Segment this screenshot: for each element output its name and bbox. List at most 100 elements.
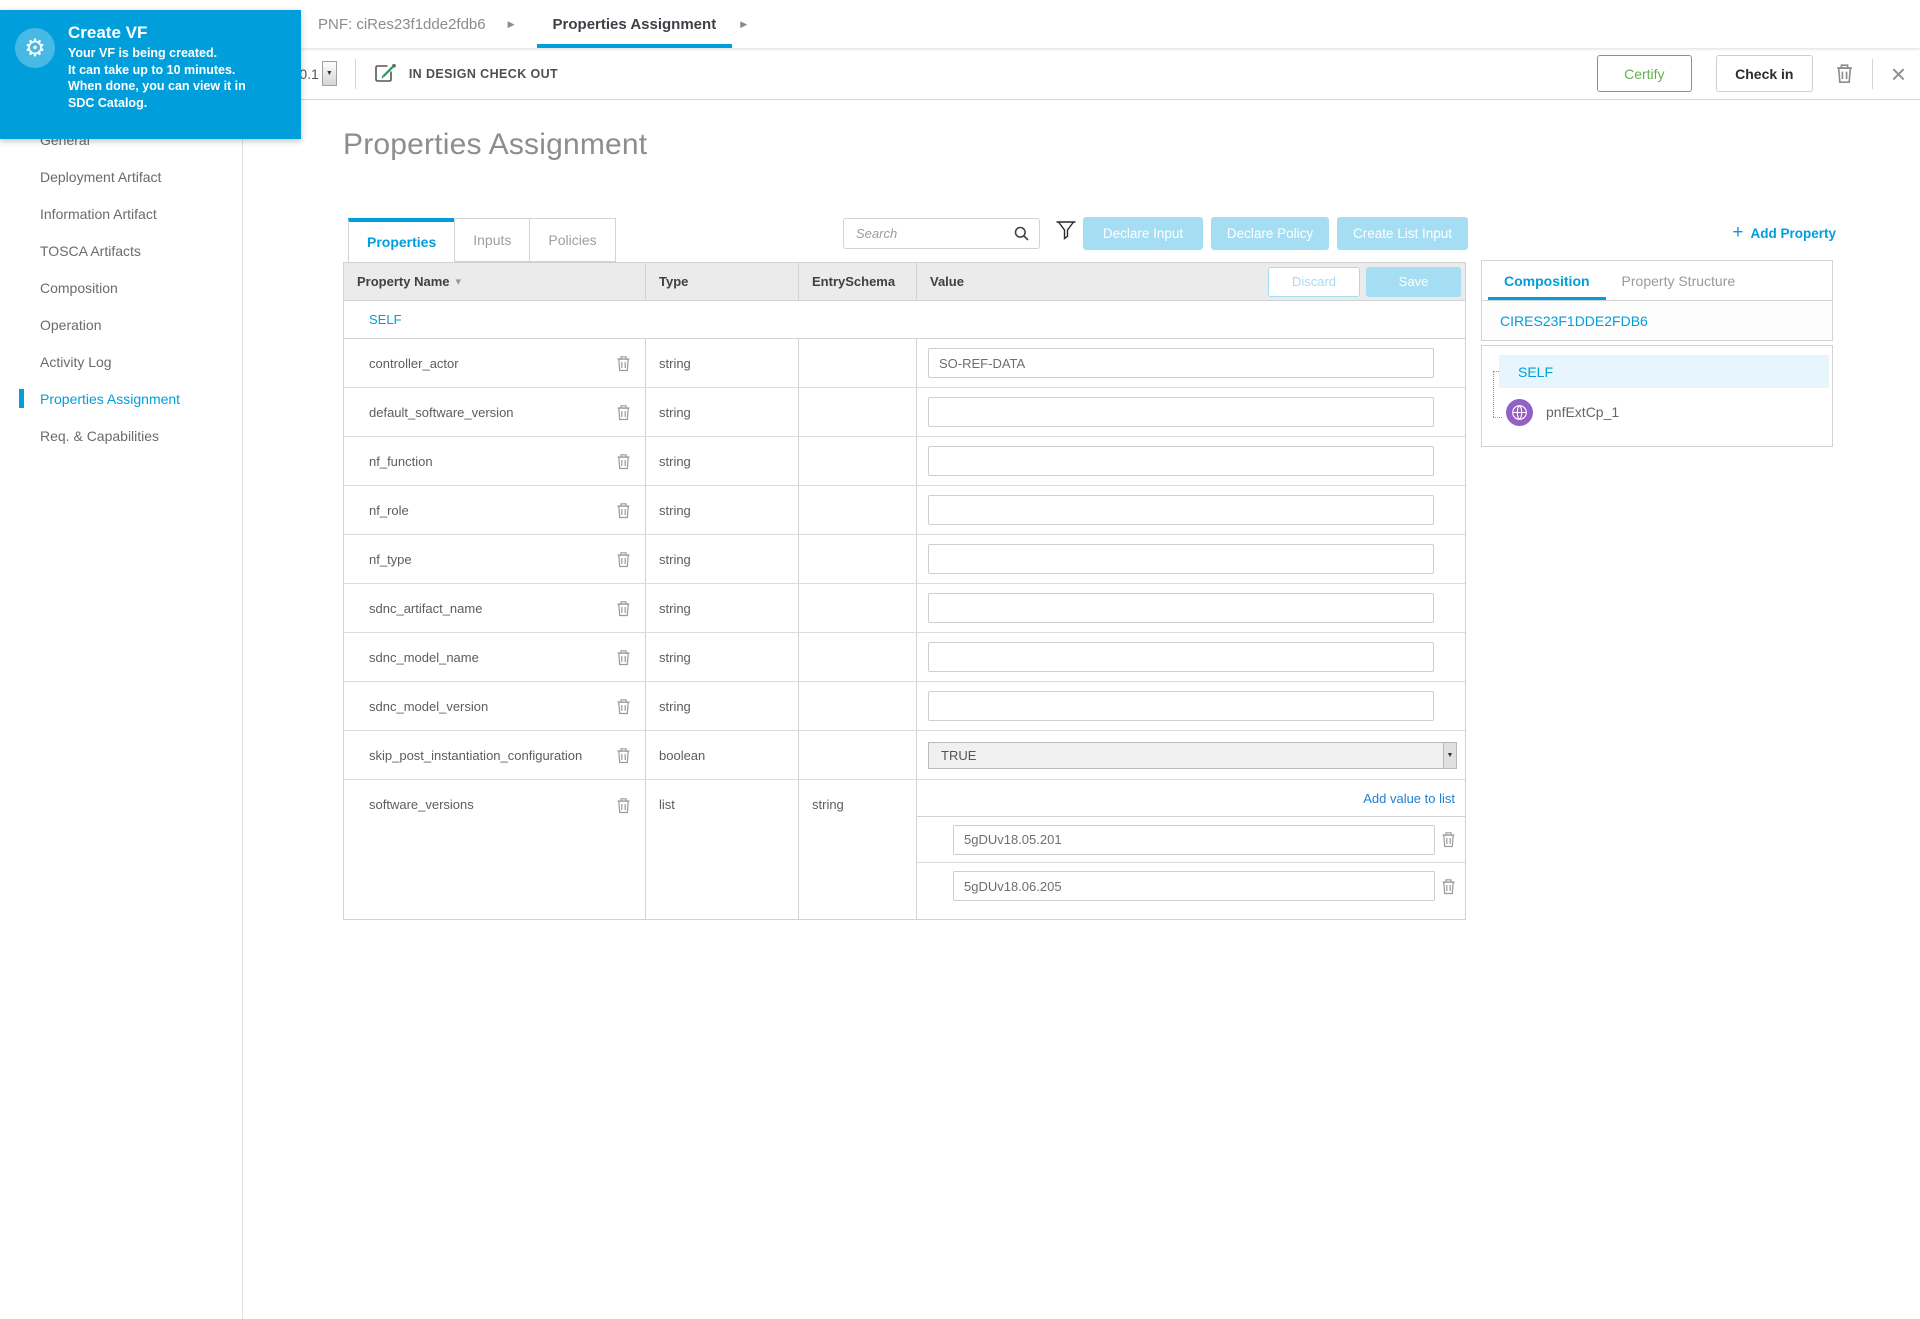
composition-panel-tabs: Composition Property Structure [1481, 260, 1833, 301]
property-name: skip_post_instantiation_configuration [369, 747, 583, 763]
filter-icon[interactable] [1055, 220, 1077, 241]
create-list-input-button[interactable]: Create List Input [1337, 217, 1468, 250]
property-value-cell [917, 682, 1465, 730]
list-value-item [917, 863, 1465, 909]
declare-input-button[interactable]: Declare Input [1083, 217, 1203, 250]
header-property-name[interactable]: Property Name ▾ [344, 263, 646, 300]
tab-property-structure[interactable]: Property Structure [1621, 272, 1736, 289]
delete-resource-trash-icon[interactable] [1835, 63, 1854, 84]
table-row: sdnc_model_name string [344, 633, 1465, 682]
breadcrumb-item-properties-assignment[interactable]: Properties Assignment [536, 0, 733, 48]
property-value-cell [917, 535, 1465, 583]
property-name: sdnc_model_name [369, 649, 479, 665]
property-name-cell: software_versions [344, 780, 646, 919]
tab-inputs[interactable]: Inputs [454, 218, 531, 262]
property-value-input[interactable] [928, 495, 1434, 525]
table-row: sdnc_artifact_name string [344, 584, 1465, 633]
trash-icon[interactable] [616, 453, 631, 470]
discard-button[interactable]: Discard [1268, 266, 1360, 297]
tab-policies[interactable]: Policies [529, 218, 616, 262]
trash-icon[interactable] [616, 600, 631, 617]
property-value-cell [917, 388, 1465, 436]
boolean-value-select[interactable]: TRUE ▼ [928, 741, 1457, 769]
trash-icon[interactable] [616, 355, 631, 372]
self-group-row[interactable]: SELF [344, 301, 1465, 339]
toast-text-line: When done, you can view it in [68, 79, 246, 93]
certify-button[interactable]: Certify [1596, 55, 1692, 92]
list-value-input[interactable] [953, 871, 1435, 901]
property-value-input[interactable] [928, 397, 1434, 427]
breadcrumb-arrow-icon: ▶ [740, 18, 748, 29]
active-item-indicator [19, 389, 24, 408]
list-value-item [917, 817, 1465, 863]
property-entryschema-cell [799, 682, 917, 730]
toast-title: Create VF [68, 23, 148, 42]
declare-policy-button[interactable]: Declare Policy [1211, 217, 1329, 250]
property-list-value-cell: Add value to list [917, 780, 1465, 919]
property-name: software_versions [369, 797, 474, 812]
property-value-input[interactable] [928, 691, 1434, 721]
property-value-input[interactable] [928, 348, 1434, 378]
trash-icon[interactable] [1441, 878, 1456, 895]
property-value-input[interactable] [928, 642, 1434, 672]
trash-icon[interactable] [616, 649, 631, 666]
sidebar-item-activity-log[interactable]: Activity Log [0, 343, 242, 380]
tree-node-self[interactable]: SELF [1499, 355, 1829, 388]
tree-node-pnfextcp[interactable]: pnfExtCp_1 [1499, 388, 1832, 436]
save-button[interactable]: Save [1366, 266, 1461, 297]
trash-icon[interactable] [616, 698, 631, 715]
property-value-cell [917, 633, 1465, 681]
version-select[interactable]: ▼ [321, 61, 337, 86]
property-value-input[interactable] [928, 544, 1434, 574]
trash-icon[interactable] [616, 747, 631, 764]
table-row: controller_actor string [344, 339, 1465, 388]
property-name: nf_role [369, 502, 409, 518]
sidebar-item-composition[interactable]: Composition [0, 269, 242, 306]
property-type-cell: string [646, 682, 799, 730]
add-property-label: Add Property [1750, 225, 1836, 241]
property-value-input[interactable] [928, 446, 1434, 476]
add-property-button[interactable]: + Add Property [1732, 223, 1836, 242]
tree-connector [1493, 417, 1502, 418]
add-value-to-list-link[interactable]: Add value to list [1363, 790, 1455, 806]
sidebar-item-req-capabilities[interactable]: Req. & Capabilities [0, 417, 242, 454]
sidebar-item-deployment-artifact[interactable]: Deployment Artifact [0, 158, 242, 195]
search-icon[interactable] [1014, 226, 1029, 241]
active-tab-underline [536, 44, 733, 48]
add-value-row: Add value to list [917, 780, 1465, 817]
sidebar-item-operation[interactable]: Operation [0, 306, 242, 343]
tab-composition[interactable]: Composition [1488, 261, 1606, 300]
close-icon[interactable]: × [1890, 58, 1906, 89]
header-type: Type [646, 263, 799, 300]
property-type-cell: list [646, 780, 799, 919]
list-value-input[interactable] [953, 824, 1435, 855]
property-entryschema-cell [799, 388, 917, 436]
property-entryschema-cell [799, 584, 917, 632]
trash-icon[interactable] [1441, 831, 1456, 848]
check-in-button[interactable]: Check in [1715, 55, 1813, 92]
property-entryschema-cell [799, 339, 917, 387]
gear-icon: ⚙ [15, 28, 55, 68]
trash-icon[interactable] [616, 797, 631, 814]
table-row-list: software_versions list string Add value … [344, 780, 1465, 919]
toast-text-line: SDC Catalog. [68, 95, 148, 110]
network-icon [1506, 398, 1533, 426]
sidebar-item-label: Activity Log [40, 353, 112, 370]
trash-icon[interactable] [616, 404, 631, 421]
property-name-cell: sdnc_model_version [344, 682, 646, 730]
trash-icon[interactable] [616, 551, 631, 568]
toast-body: Create VF Your VF is being created. It c… [68, 23, 246, 139]
property-value-input[interactable] [928, 593, 1434, 623]
sidebar-item-tosca-artifacts[interactable]: TOSCA Artifacts [0, 232, 242, 269]
trash-icon[interactable] [616, 502, 631, 519]
property-name: nf_function [369, 453, 433, 469]
sidebar-item-properties-assignment[interactable]: Properties Assignment [0, 380, 242, 417]
checkout-pencil-icon [374, 63, 397, 84]
toolbar-divider [354, 58, 356, 89]
breadcrumb-item-pnf[interactable]: PNF: ciRes23f1dde2fdb6 [318, 15, 486, 33]
property-name-cell: sdnc_model_name [344, 633, 646, 681]
sidebar-item-information-artifact[interactable]: Information Artifact [0, 195, 242, 232]
lifecycle-status-label: IN DESIGN CHECK OUT [408, 66, 559, 81]
search-input[interactable] [844, 226, 1014, 241]
tab-properties[interactable]: Properties [348, 218, 456, 262]
